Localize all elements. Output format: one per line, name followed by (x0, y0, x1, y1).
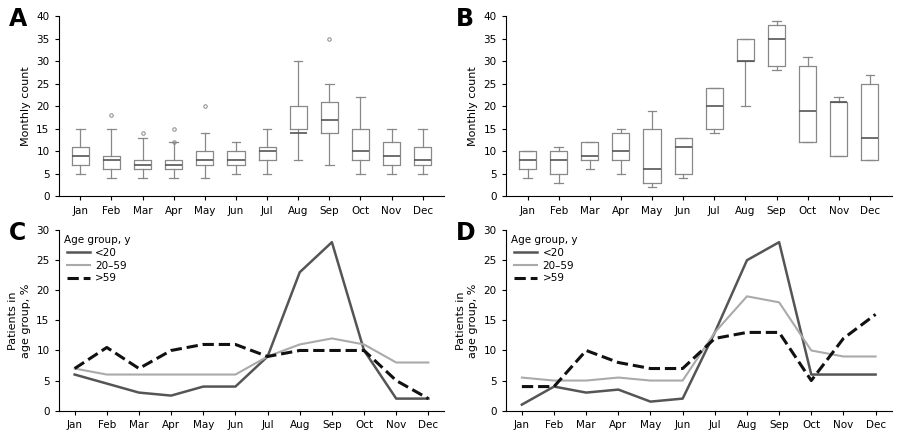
Y-axis label: Monthly count: Monthly count (21, 67, 31, 146)
Text: D: D (455, 221, 475, 245)
Y-axis label: Patients in
age group, %: Patients in age group, % (8, 283, 31, 357)
Legend: <20, 20–59, >59: <20, 20–59, >59 (64, 235, 130, 283)
Text: C: C (8, 221, 26, 245)
Text: B: B (455, 7, 473, 31)
Y-axis label: Patients in
age group, %: Patients in age group, % (455, 283, 478, 357)
Text: A: A (8, 7, 27, 31)
Legend: <20, 20–59, >59: <20, 20–59, >59 (511, 235, 578, 283)
Y-axis label: Monthly count: Monthly count (468, 67, 478, 146)
